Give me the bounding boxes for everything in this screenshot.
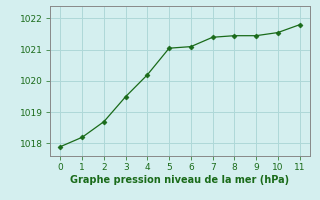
X-axis label: Graphe pression niveau de la mer (hPa): Graphe pression niveau de la mer (hPa) — [70, 175, 290, 185]
